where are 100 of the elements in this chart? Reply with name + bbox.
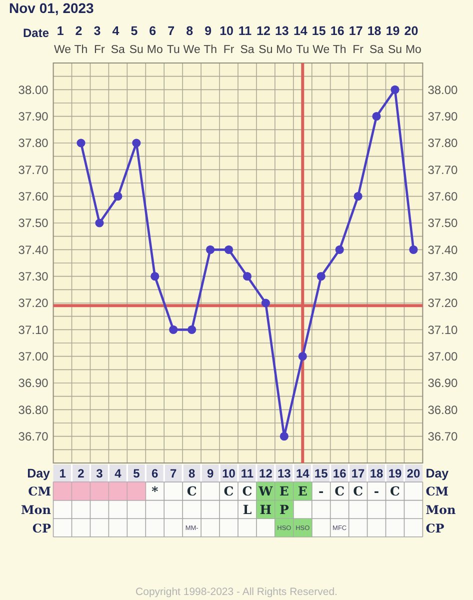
x-tick-label: 16 Th bbox=[330, 24, 346, 56]
y-tick-label: 37.00 bbox=[18, 350, 49, 364]
point bbox=[224, 245, 234, 254]
x-tick-label: 9 Th bbox=[204, 24, 218, 56]
x2-tick-label: 13 bbox=[277, 466, 292, 481]
text: - bbox=[318, 484, 324, 499]
point bbox=[206, 245, 215, 254]
x2-tick-label: 7 bbox=[170, 466, 178, 481]
x2-tick-label: 4 bbox=[114, 466, 122, 481]
category-label: CM bbox=[426, 484, 449, 499]
y-tick-label: 38.00 bbox=[18, 82, 49, 97]
x-tick-label: 13 Mo bbox=[274, 24, 292, 56]
text: H bbox=[260, 502, 272, 517]
x2-tick-label: 11 bbox=[240, 466, 254, 481]
x2-tick-label: 20 bbox=[406, 466, 420, 481]
text: E bbox=[279, 484, 289, 499]
x-axis-title: Date bbox=[22, 26, 50, 40]
point bbox=[114, 192, 122, 201]
y-tick-label: 37.60 bbox=[18, 190, 49, 204]
y2-tick-label: 37.30 bbox=[428, 270, 458, 284]
y-tick-label: 36.90 bbox=[18, 376, 49, 390]
y2-tick-label: 36.70 bbox=[428, 430, 458, 444]
x2-tick-label: 15 bbox=[314, 466, 328, 481]
y2-tick-label: 37.20 bbox=[428, 296, 458, 310]
x2-tick-label: 19 bbox=[388, 466, 402, 481]
text: P bbox=[279, 502, 289, 517]
text: C bbox=[334, 484, 345, 499]
text: * bbox=[152, 484, 158, 499]
y2-tick-label: 36.90 bbox=[428, 376, 458, 390]
point bbox=[242, 272, 252, 281]
x-tick-label: 18 Sa bbox=[367, 24, 384, 56]
category-label: CM bbox=[28, 484, 51, 499]
point bbox=[95, 218, 104, 228]
point bbox=[354, 192, 362, 201]
x-tick-label: 1 We bbox=[54, 24, 72, 56]
x-tick-label: 11 Sa bbox=[238, 24, 255, 56]
point bbox=[150, 272, 160, 281]
point bbox=[390, 85, 400, 94]
text: C bbox=[224, 484, 234, 499]
y2-tick-label: 36.80 bbox=[428, 402, 458, 417]
point bbox=[132, 138, 141, 148]
y2-tick-label: 37.50 bbox=[428, 216, 458, 230]
x2-tick-label: 3 bbox=[96, 466, 104, 481]
point bbox=[409, 245, 418, 254]
y-tick-label: 36.80 bbox=[18, 402, 49, 417]
y-tick-label: 37.50 bbox=[18, 216, 49, 230]
y2-tick-label: 37.60 bbox=[428, 190, 458, 204]
x-tick-label: 19 Su bbox=[386, 24, 402, 56]
x2-tick-label: 5 bbox=[133, 466, 140, 481]
x2-tick-label: 16 bbox=[332, 466, 347, 481]
x-tick-label: 10 Fr bbox=[220, 24, 234, 56]
x-tick-label: 4 Sa bbox=[110, 24, 126, 56]
x2-tick-label: 9 bbox=[206, 466, 214, 481]
text: W bbox=[258, 484, 273, 499]
y-tick-label: 37.70 bbox=[18, 162, 49, 177]
x2-tick-label: 1 bbox=[59, 466, 66, 481]
x-tick-label: 14 Tu bbox=[293, 24, 310, 56]
y2-tick-label: 37.70 bbox=[428, 162, 458, 177]
category-label: CP bbox=[32, 521, 51, 536]
y2-tick-label: 37.40 bbox=[428, 242, 458, 257]
text: E bbox=[298, 484, 308, 499]
text: C bbox=[390, 484, 400, 499]
point bbox=[280, 432, 288, 441]
x-tick-label: 7 Tu bbox=[166, 24, 180, 56]
y2-tick-label: 38.00 bbox=[428, 82, 458, 97]
point bbox=[298, 352, 307, 361]
x2-tick-label: 2 bbox=[78, 466, 85, 481]
text: C bbox=[242, 484, 252, 499]
x2-tick-label: 14 bbox=[296, 466, 310, 481]
x-tick-label: 5 Su bbox=[129, 24, 144, 56]
x-tick-label: 12 Su bbox=[256, 24, 273, 56]
x2-tick-label: 8 bbox=[188, 466, 196, 481]
y-tick-label: 37.10 bbox=[18, 322, 49, 337]
x2-axis-title: Day bbox=[426, 466, 449, 481]
point bbox=[372, 112, 381, 121]
x2-tick-label: 12 bbox=[259, 466, 273, 481]
x2-tick-label: 18 bbox=[370, 466, 384, 481]
y-tick-label: 37.80 bbox=[18, 136, 49, 150]
point bbox=[261, 298, 270, 308]
category-label: Mon bbox=[20, 502, 51, 517]
y2-tick-label: 37.10 bbox=[428, 322, 458, 337]
y2-tick-label: 37.90 bbox=[428, 110, 458, 124]
text: L bbox=[242, 502, 252, 517]
y-tick-label: 37.30 bbox=[18, 270, 49, 284]
x-tick-label: 17 Fr bbox=[348, 24, 364, 56]
category-label: CP bbox=[426, 521, 444, 536]
point bbox=[188, 325, 196, 334]
x-tick-label: 8 We bbox=[183, 24, 200, 56]
point bbox=[335, 245, 344, 254]
chart-title: Nov 01, 2023 bbox=[9, 0, 94, 16]
text: - bbox=[374, 484, 380, 499]
y-tick-label: 37.20 bbox=[18, 296, 49, 310]
point bbox=[169, 325, 178, 334]
x2-tick-label: 17 bbox=[351, 466, 366, 481]
y2-tick-label: 37.80 bbox=[428, 136, 458, 150]
y-tick-label: 37.40 bbox=[18, 242, 49, 257]
x-tick-label: 2 Th bbox=[74, 24, 88, 56]
point bbox=[76, 138, 86, 148]
x-tick-label: 15 We bbox=[312, 24, 330, 56]
category-label: Mon bbox=[426, 502, 456, 517]
